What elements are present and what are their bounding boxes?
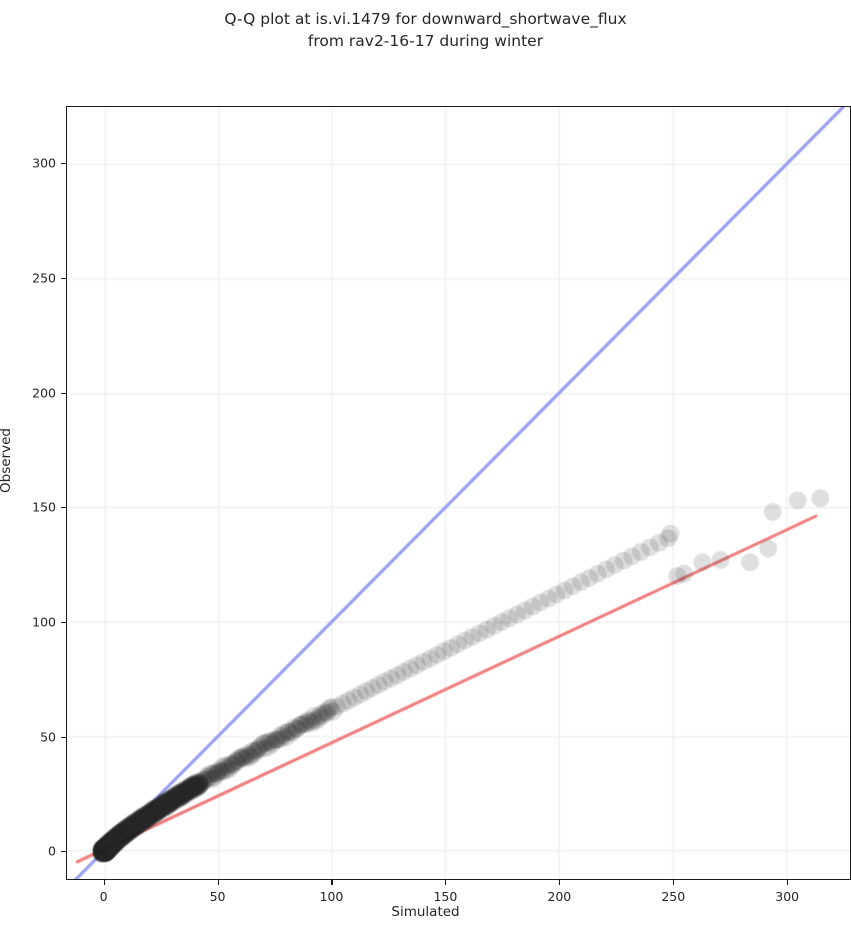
y-tick-label: 250 (32, 270, 56, 286)
x-tick-label: 50 (209, 889, 226, 904)
x-tick-mark (217, 880, 219, 885)
x-tick-label: 100 (319, 889, 344, 904)
y-tick-label: 150 (32, 499, 56, 515)
x-tick-mark (103, 880, 105, 885)
x-tick-label: 150 (433, 889, 458, 904)
x-tick-label: 250 (661, 889, 686, 904)
y-tick-label: 100 (32, 614, 56, 630)
plot-canvas (67, 107, 850, 879)
x-tick-mark (787, 880, 789, 885)
x-axis-label: Simulated (391, 904, 460, 920)
y-tick-label: 0 (48, 843, 56, 859)
x-tick-label: 300 (775, 889, 800, 904)
plot-area (66, 106, 851, 880)
x-tick-mark (331, 880, 333, 885)
x-tick-mark (445, 880, 447, 885)
y-tick-mark (61, 851, 66, 853)
x-tick-label: 200 (547, 889, 572, 904)
y-tick-mark (61, 278, 66, 280)
y-axis-label: Observed (0, 428, 14, 493)
figure-title: Q-Q plot at is.vi.1479 for downward_shor… (224, 10, 627, 50)
y-tick-label: 50 (40, 729, 56, 745)
x-tick-mark (559, 880, 561, 885)
y-tick-mark (61, 736, 66, 738)
y-tick-mark (61, 507, 66, 509)
y-tick-mark (61, 392, 66, 394)
x-tick-mark (673, 880, 675, 885)
y-tick-mark (61, 163, 66, 165)
y-tick-mark (61, 622, 66, 624)
x-tick-label: 0 (99, 889, 108, 904)
y-tick-label: 200 (32, 385, 56, 401)
y-tick-label: 300 (32, 155, 56, 171)
